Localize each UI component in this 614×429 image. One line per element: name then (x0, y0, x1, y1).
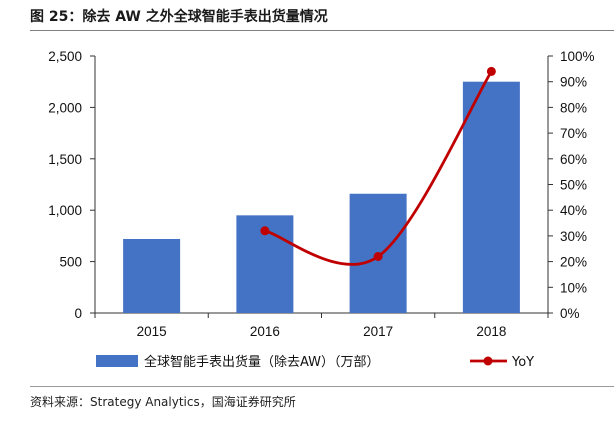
left-tick-label: 2,000 (48, 100, 82, 115)
right-tick-label: 60% (560, 152, 587, 167)
right-tick-label: 0% (560, 306, 580, 321)
x-tick-label: 2016 (250, 324, 280, 339)
bar-2015 (123, 238, 181, 313)
left-tick-label: 2,500 (48, 49, 82, 64)
bar-series (123, 81, 520, 313)
left-tick-label: 1,000 (48, 203, 82, 218)
legend: 全球智能手表出货量（除去AW）（万部） YoY (96, 354, 534, 370)
left-tick-label: 0 (74, 306, 82, 321)
x-tick-label: 2017 (363, 324, 393, 339)
right-tick-label: 100% (560, 49, 595, 64)
figure-title: 图 25：除去 AW 之外全球智能手表出货量情况 (30, 9, 328, 25)
legend-line-marker (483, 356, 493, 366)
source-divider (30, 386, 614, 387)
legend-line-label: YoY (511, 355, 534, 370)
right-tick-label: 50% (560, 178, 587, 193)
right-tick-label: 30% (560, 229, 587, 244)
yoy-line-series (260, 66, 496, 266)
bar-2018 (462, 81, 520, 313)
yoy-point-2018 (486, 66, 496, 76)
left-axis-ticks: 0 500 1,000 1,500 2,000 2,500 (48, 49, 95, 321)
right-tick-label: 20% (560, 255, 587, 270)
legend-bar-swatch (96, 355, 138, 367)
left-tick-label: 1,500 (48, 152, 82, 167)
x-tick-label: 2018 (476, 324, 506, 339)
right-tick-label: 80% (560, 100, 587, 115)
yoy-point-2017 (373, 251, 383, 261)
yoy-point-2016 (260, 226, 270, 236)
x-tick-label: 2015 (137, 324, 167, 339)
title-divider (30, 30, 614, 31)
legend-bar-label: 全球智能手表出货量（除去AW）（万部） (144, 354, 380, 370)
right-axis-ticks: 0% 10% 20% 30% 40% 50% 60% 70% 80% 90% 100% (548, 49, 595, 321)
yoy-line (263, 70, 493, 266)
left-tick-label: 500 (59, 255, 82, 270)
x-axis-ticks: 2015 2016 2017 2018 (94, 313, 549, 339)
right-tick-label: 90% (560, 75, 587, 90)
right-tick-label: 70% (560, 126, 587, 141)
right-tick-label: 40% (560, 203, 587, 218)
source-note: 资料来源：Strategy Analytics，国海证券研究所 (30, 395, 296, 409)
right-tick-label: 10% (560, 280, 587, 295)
